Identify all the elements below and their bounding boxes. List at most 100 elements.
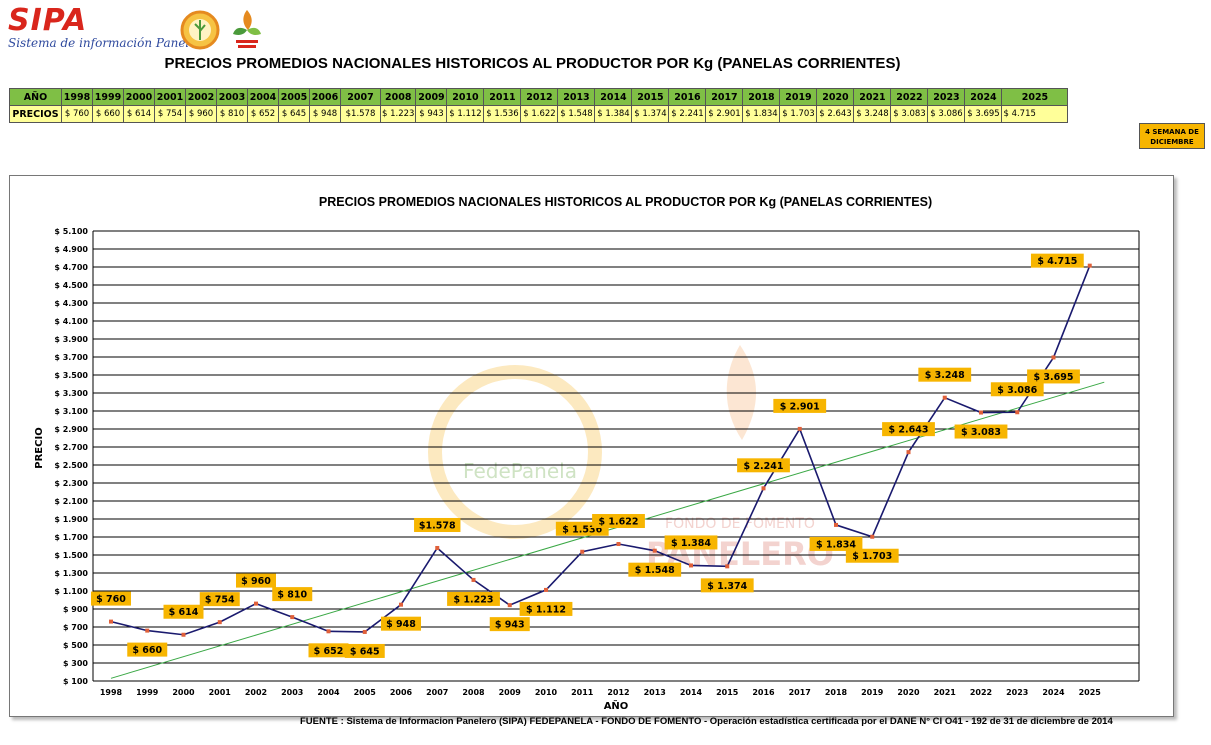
x-tick-label: 2007 [426, 688, 448, 697]
year-cell: 1998 [61, 88, 93, 106]
price-header-cell: PRECIOS [9, 105, 62, 123]
data-label: $ 3.248 [925, 370, 965, 381]
y-tick-label: $ 1.700 [54, 533, 88, 542]
data-point [326, 629, 331, 634]
data-label: $ 1.374 [707, 581, 747, 592]
data-label-box [773, 398, 827, 413]
data-point [761, 486, 766, 491]
year-cell: 2014 [594, 88, 633, 106]
data-label-box [127, 642, 168, 657]
page-title: PRECIOS PROMEDIOS NACIONALES HISTORICOS … [164, 55, 901, 72]
x-tick-label: 2002 [245, 688, 267, 697]
y-tick-label: $ 700 [63, 623, 88, 632]
year-cell: 2010 [446, 88, 485, 106]
data-label: $ 652 [314, 646, 344, 657]
data-label: $ 3.086 [997, 385, 1037, 396]
price-cell: $ 3.086 [927, 105, 966, 123]
source-note: FUENTE : Sistema de Informacion Panelero… [300, 716, 1113, 727]
price-cell: $ 948 [309, 105, 341, 123]
price-cell: $ 3.248 [853, 105, 892, 123]
year-cell: 2004 [247, 88, 279, 106]
year-cell: 2024 [964, 88, 1003, 106]
price-cell: $ 1.384 [594, 105, 633, 123]
year-cell: 2025 [1001, 88, 1069, 106]
data-point [1015, 410, 1020, 415]
price-cell: $ 943 [415, 105, 448, 123]
data-label: $ 2.643 [889, 425, 929, 436]
data-label-box [664, 535, 718, 550]
data-label: $ 3.695 [1034, 372, 1074, 383]
data-label-box [381, 616, 421, 631]
data-label-box [918, 367, 972, 382]
year-cell: 1999 [92, 88, 124, 106]
data-point [942, 395, 947, 400]
x-tick-label: 2013 [644, 688, 666, 697]
x-tick-label: 2001 [209, 688, 232, 697]
data-label-box [990, 382, 1044, 397]
data-point [1051, 355, 1056, 360]
year-cell: 2012 [520, 88, 559, 106]
data-point [507, 603, 512, 608]
x-tick-label: 2020 [897, 688, 920, 697]
price-cell: $ 660 [92, 105, 124, 123]
price-cell: $ 1.536 [483, 105, 522, 123]
x-tick-label: 2019 [861, 688, 884, 697]
data-label-box [489, 617, 530, 632]
data-label: $ 3.083 [961, 427, 1001, 438]
data-point [797, 426, 802, 431]
data-label: $ 1.622 [599, 517, 639, 528]
price-cell: $ 2.241 [668, 105, 707, 123]
price-table-year-row: AÑO 1998 1999 2000 2001 2002 2003 2004 2005 2006… [9, 88, 1069, 106]
data-point [471, 577, 476, 582]
y-tick-label: $ 1.500 [54, 551, 88, 560]
x-axis-label: AÑO [604, 699, 629, 712]
x-tick-label: 2011 [571, 688, 594, 697]
year-cell: 2013 [557, 88, 596, 106]
data-label: $ 4.715 [1037, 256, 1077, 267]
x-tick-label: 2015 [716, 688, 739, 697]
data-label: $ 760 [96, 594, 126, 605]
data-label-box [236, 573, 276, 588]
data-point [254, 601, 258, 606]
price-cell: $ 1.112 [446, 105, 485, 123]
x-tick-label: 2008 [462, 688, 485, 697]
price-cell: $ 960 [185, 105, 217, 123]
data-label: $ 614 [169, 607, 199, 618]
data-label-box [700, 578, 754, 593]
data-point [290, 615, 295, 620]
y-tick-label: $ 1.300 [54, 569, 88, 578]
data-label: $ 2.901 [780, 401, 820, 412]
price-cell: $ 760 [61, 105, 93, 123]
price-cell: $ 645 [278, 105, 310, 123]
data-point [870, 534, 875, 539]
y-tick-label: $ 3.500 [54, 371, 88, 380]
x-tick-label: 2006 [390, 688, 413, 697]
data-label-box [954, 424, 1008, 439]
price-table-price-row: PRECIOS $ 760 $ 660 $ 614 $ 754 $ 960 $ 810 $ … [9, 105, 1069, 123]
data-label-box [91, 591, 131, 606]
y-tick-label: $ 3.100 [54, 407, 88, 416]
data-label: $ 948 [386, 619, 416, 630]
year-cell: 2000 [123, 88, 155, 106]
sipa-logo-text: SIPA [8, 3, 88, 38]
data-label-box [163, 604, 204, 619]
fedepanela-round-logo-icon [180, 10, 220, 50]
data-label: $ 943 [495, 620, 525, 631]
x-tick-label: 2018 [825, 688, 848, 697]
chart-title: PRECIOS PROMEDIOS NACIONALES HISTORICOS … [318, 195, 933, 209]
data-point [616, 542, 621, 547]
x-tick-label: 2012 [607, 688, 629, 697]
y-tick-label: $ 2.100 [54, 497, 88, 506]
data-point [544, 587, 548, 592]
y-tick-label: $ 2.700 [54, 443, 88, 452]
data-label: $ 1.384 [671, 538, 711, 549]
y-tick-label: $ 3.300 [54, 389, 88, 398]
y-tick-label: $ 900 [63, 605, 88, 614]
y-tick-label: $ 4.300 [54, 299, 88, 308]
y-tick-label: $ 2.500 [54, 461, 88, 470]
watermark-text-fedepanela: FedePanela [463, 459, 577, 483]
x-tick-label: 1998 [100, 688, 123, 697]
price-cell: $ 754 [154, 105, 186, 123]
data-label: $ 1.223 [454, 594, 494, 605]
